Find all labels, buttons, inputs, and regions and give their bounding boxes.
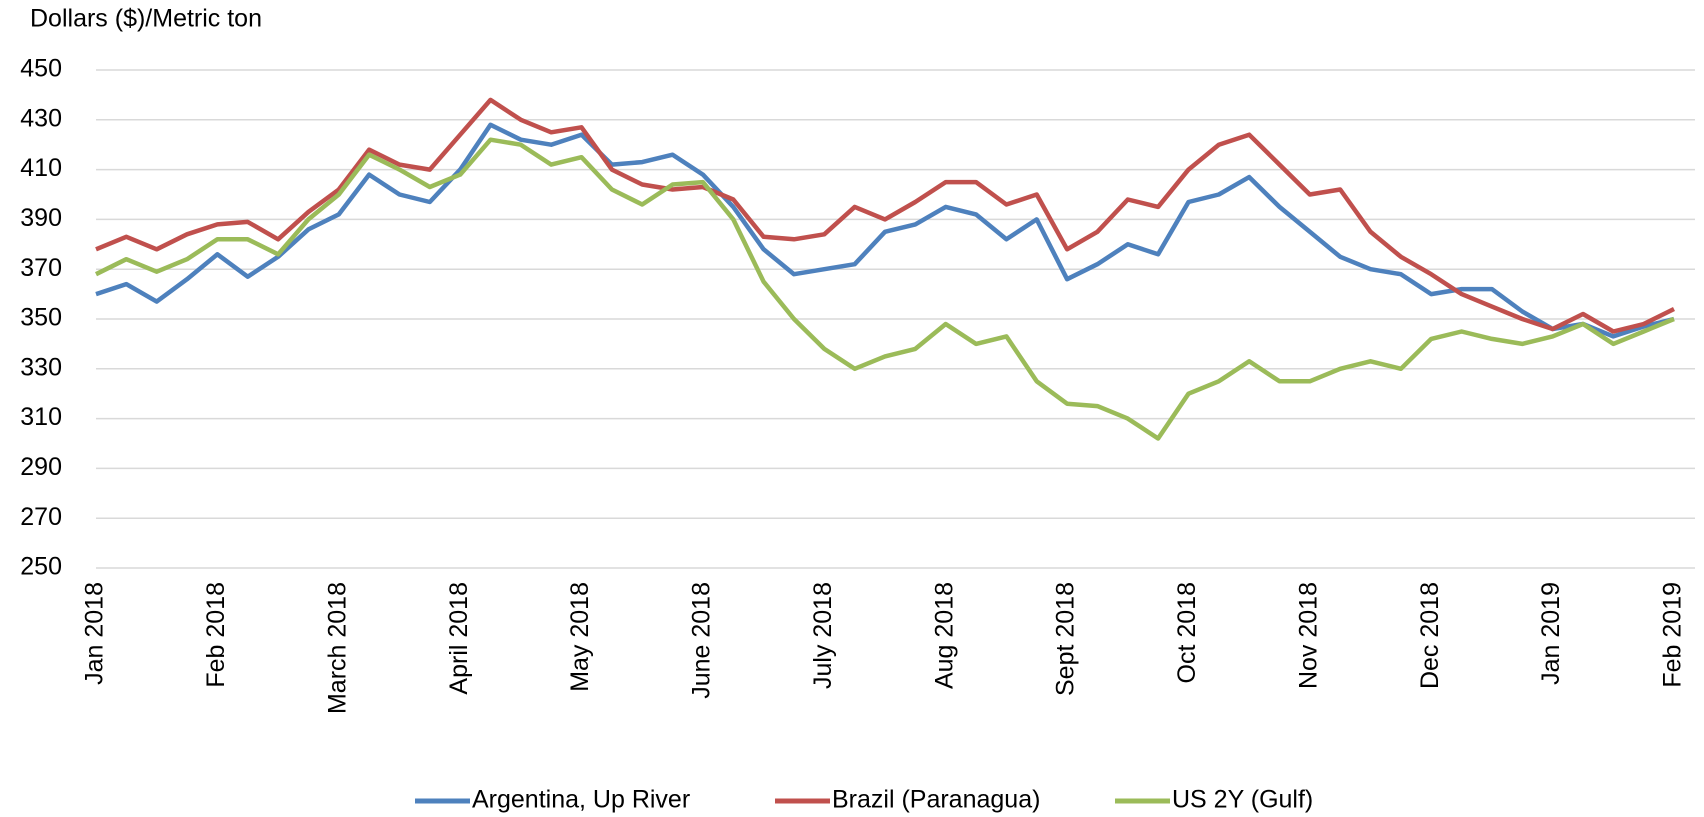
legend-label: US 2Y (Gulf)	[1172, 786, 1313, 814]
line-series	[95, 97, 1675, 334]
y-tick-label: 430	[20, 104, 62, 132]
y-tick-label: 350	[20, 304, 62, 332]
x-tick-label: July 2018	[809, 582, 837, 689]
legend-label: Argentina, Up River	[472, 786, 690, 814]
x-tick-label: May 2018	[566, 582, 594, 692]
x-tick-label: Jan 2019	[1537, 582, 1565, 685]
x-tick-label: Aug 2018	[930, 582, 958, 689]
x-tick-label: June 2018	[688, 582, 716, 699]
y-tick-label: 370	[20, 254, 62, 282]
y-tick-label: 410	[20, 154, 62, 182]
y-tick-label: 450	[20, 55, 62, 83]
y-axis-label: Dollars ($)/Metric ton	[30, 5, 262, 33]
y-tick-label: 390	[20, 204, 62, 232]
x-tick-label: Jan 2018	[81, 582, 109, 685]
x-tick-label: Feb 2018	[202, 582, 230, 688]
line-series	[95, 137, 1675, 441]
x-tick-label: Dec 2018	[1416, 582, 1444, 689]
y-tick-label: 310	[20, 403, 62, 431]
y-tick-label: 250	[20, 553, 62, 581]
line-series	[95, 122, 1675, 339]
x-tick-label: April 2018	[445, 582, 473, 695]
y-tick-label: 290	[20, 453, 62, 481]
y-tick-label: 270	[20, 503, 62, 531]
y-tick-label: 330	[20, 353, 62, 381]
x-tick-label: Feb 2019	[1659, 582, 1687, 688]
x-tick-label: Nov 2018	[1294, 582, 1322, 689]
x-tick-label: Oct 2018	[1173, 582, 1201, 683]
x-tick-label: Sept 2018	[1052, 582, 1080, 696]
legend-label: Brazil (Paranagua)	[832, 786, 1040, 814]
x-tick-label: March 2018	[323, 582, 351, 714]
